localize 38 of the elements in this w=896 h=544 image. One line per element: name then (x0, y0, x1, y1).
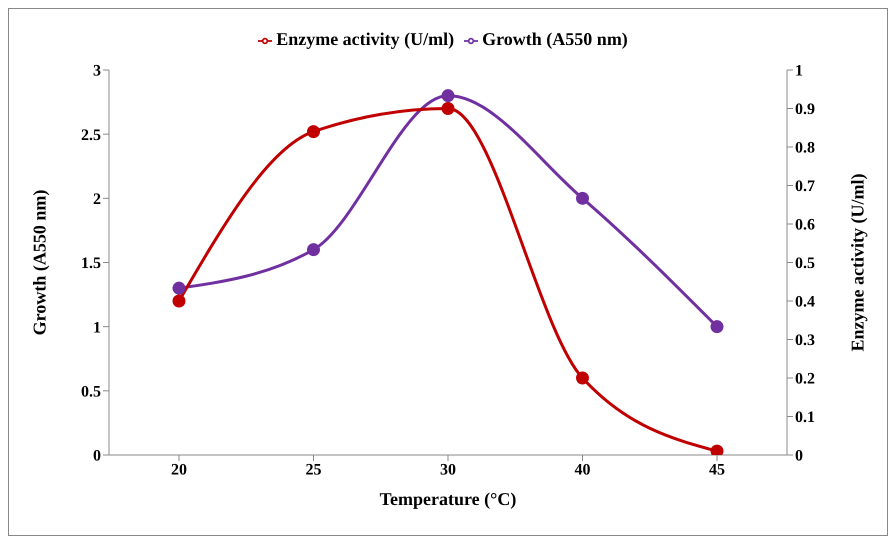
legend-label: Enzyme activity (U/ml) (276, 29, 454, 49)
y-axis-title: Growth (A550 nm) (29, 190, 50, 336)
point (710, 320, 724, 334)
y2-tick-label: 1 (795, 62, 803, 80)
y2-tick-label: 0.1 (795, 409, 815, 426)
point (442, 102, 454, 115)
x-tick-label: 40 (574, 461, 590, 478)
point (307, 125, 320, 138)
y-tick-label: 0.5 (81, 384, 101, 401)
x-tick-label: 25 (306, 461, 322, 478)
y2-axis-title: Enzyme activity (U/ml) (847, 174, 868, 352)
x-tick-label: 30 (440, 461, 456, 478)
y2-tick-label: 0.9 (795, 101, 815, 118)
x-tick-label: 20 (171, 461, 187, 478)
y2-tick-label: 0.8 (795, 140, 815, 157)
y2-tick-label: 0.6 (795, 216, 815, 234)
point (442, 89, 454, 102)
y-tick-label: 1.5 (81, 255, 101, 272)
y2-tick-label: 0.3 (795, 332, 815, 350)
y2-tick-label: 0.4 (795, 294, 815, 311)
y2-tick-label: 0.5 (795, 255, 815, 272)
x-tick-label: 45 (709, 461, 725, 478)
x-axis-title: Temperature (°C) (380, 489, 516, 509)
y2-tick-label: 0.2 (795, 370, 815, 388)
y-tick-label: 1 (93, 319, 101, 336)
y-tick-label: 0 (93, 448, 101, 465)
y-tick-label: 2 (93, 191, 101, 208)
y2-tick-label: 0.7 (795, 178, 815, 196)
legend-label: Growth (A550 nm) (482, 29, 628, 49)
point (576, 372, 589, 384)
y2-tick-label: 0 (795, 448, 803, 465)
y-tick-label: 2.5 (81, 126, 101, 144)
point (172, 282, 186, 295)
point (172, 294, 186, 308)
point (710, 444, 724, 455)
point (576, 192, 589, 205)
y-tick-label: 3 (93, 62, 101, 80)
point (307, 243, 320, 256)
